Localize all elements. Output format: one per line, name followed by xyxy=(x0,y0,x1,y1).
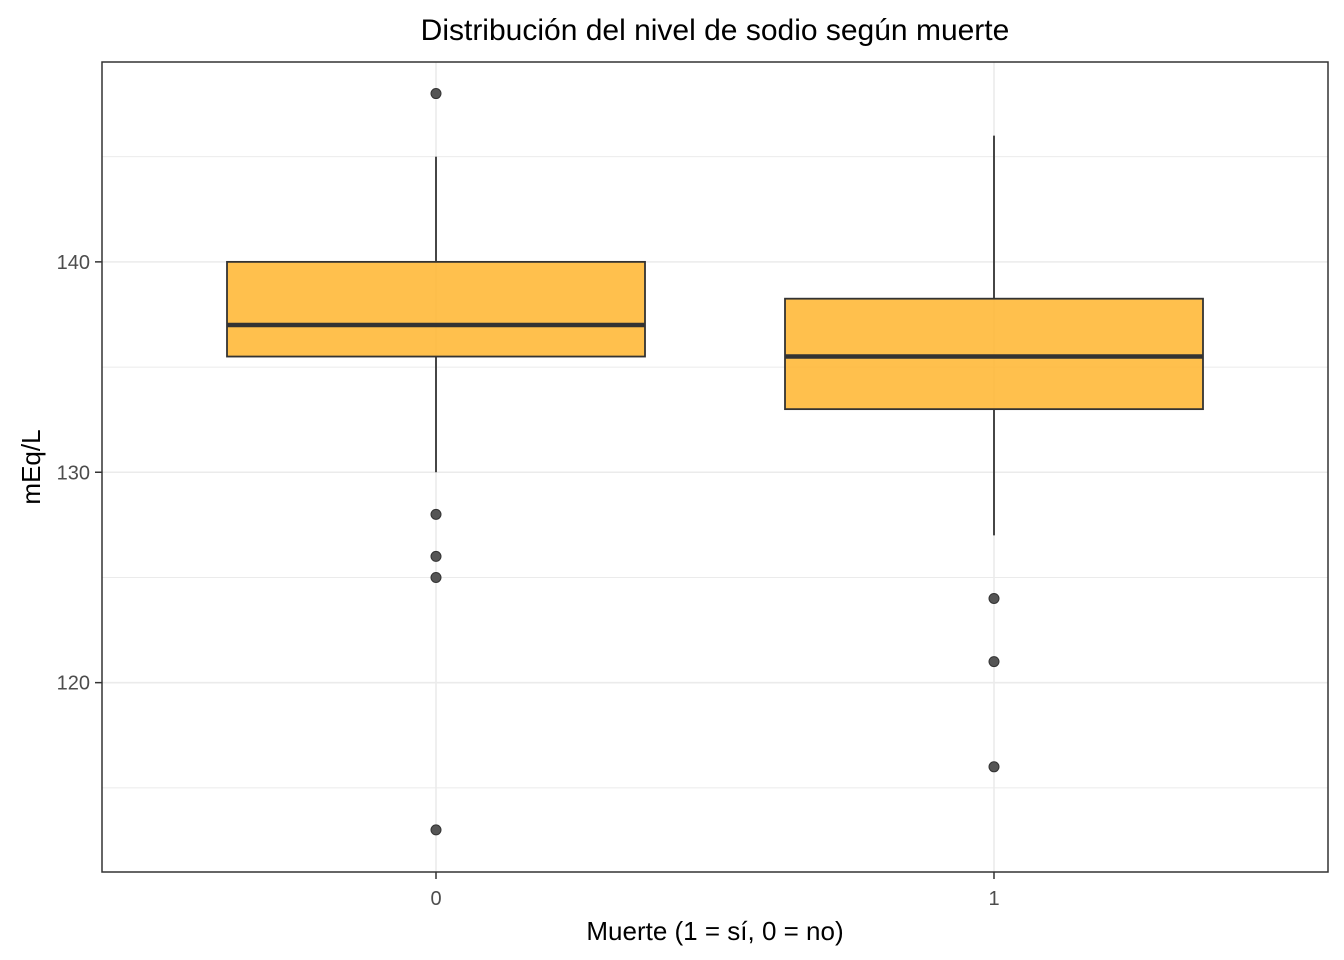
outlier-point xyxy=(430,824,442,836)
box-iqr xyxy=(784,297,1204,411)
box-group-0 xyxy=(226,88,646,836)
outlier-point xyxy=(988,761,1000,773)
plot-panel-border xyxy=(101,61,1329,873)
outlier-point xyxy=(988,656,1000,668)
y-tick-label: 140 xyxy=(57,252,90,274)
x-tick-label: 1 xyxy=(988,888,999,910)
axes: 120 130 140 0 1 xyxy=(57,252,1000,910)
boxes xyxy=(226,88,1204,836)
grid xyxy=(102,62,1328,872)
y-tick-label: 120 xyxy=(57,673,90,695)
outlier-point xyxy=(430,508,442,520)
chart-title: Distribución del nivel de sodio según mu… xyxy=(421,14,1010,47)
outlier-point xyxy=(430,550,442,562)
outlier-point xyxy=(430,571,442,583)
box-group-1 xyxy=(784,135,1204,773)
outlier-point xyxy=(988,592,1000,604)
x-tick-label: 0 xyxy=(430,888,441,910)
y-axis-title: mEq/L xyxy=(16,429,46,504)
box-iqr xyxy=(226,260,646,358)
y-tick-label: 130 xyxy=(57,462,90,484)
x-axis-title: Muerte (1 = sí, 0 = no) xyxy=(586,916,843,946)
outlier-point xyxy=(430,88,442,100)
